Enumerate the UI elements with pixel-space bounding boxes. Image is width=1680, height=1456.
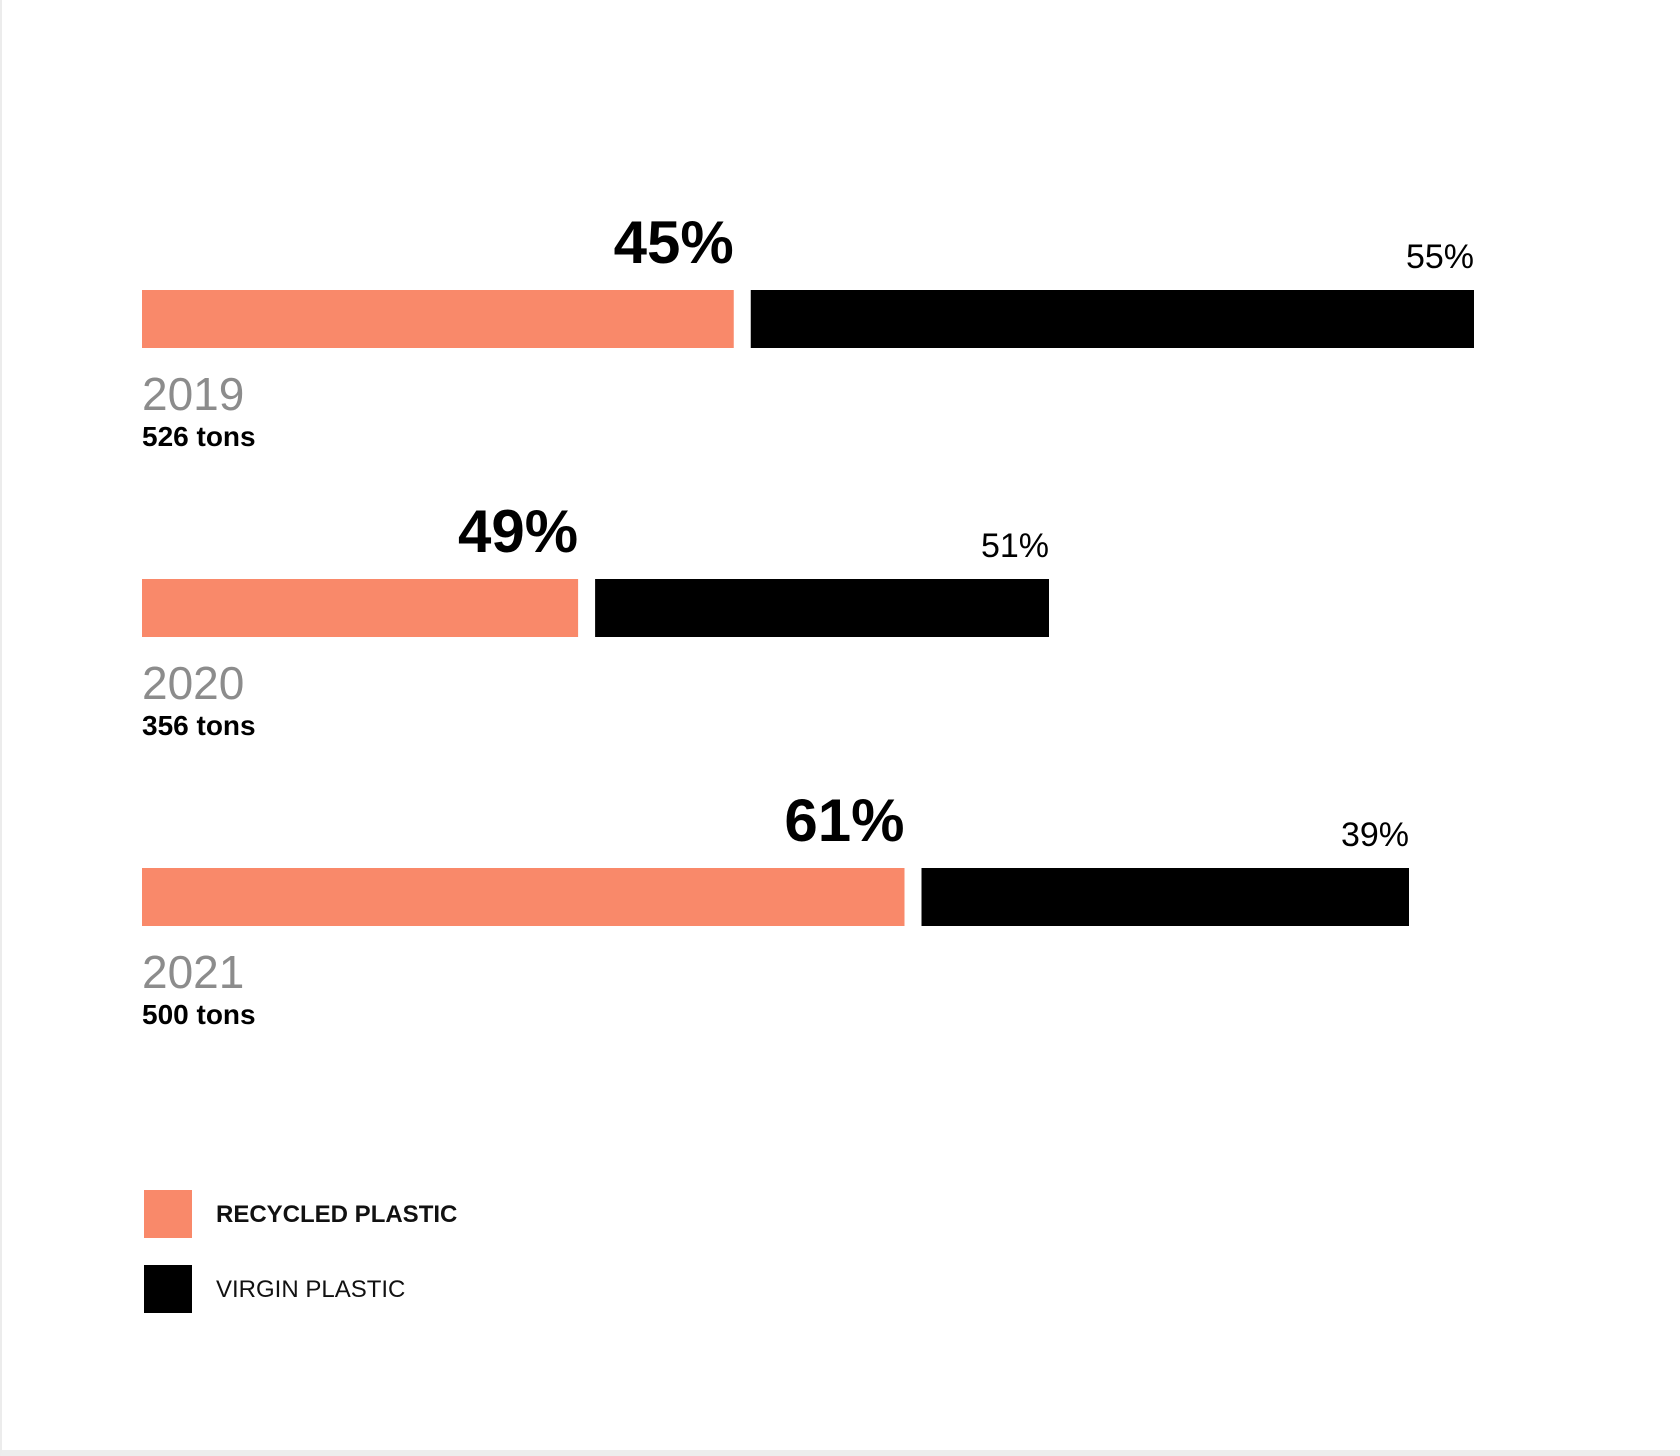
recycled-percent-label-2020: 49% (458, 498, 578, 565)
tons-label-2020: 356 tons (142, 710, 256, 741)
bar-recycled-2019 (142, 290, 734, 348)
legend-swatch-recycled (144, 1190, 192, 1238)
bar-virgin-2021 (921, 868, 1409, 926)
legend-label-virgin: VIRGIN PLASTIC (216, 1276, 406, 1303)
year-label-2020: 2020 (142, 657, 244, 709)
recycled-percent-label-2021: 61% (784, 787, 904, 854)
legend-swatch-virgin (144, 1265, 192, 1313)
virgin-percent-label-2021: 39% (1341, 816, 1409, 854)
tons-label-2019: 526 tons (142, 421, 256, 452)
bar-virgin-2020 (595, 579, 1049, 637)
bar-recycled-2021 (142, 868, 905, 926)
year-label-2021: 2021 (142, 946, 244, 998)
virgin-percent-label-2019: 55% (1406, 238, 1474, 276)
tons-label-2021: 500 tons (142, 999, 256, 1030)
recycled-percent-label-2019: 45% (614, 209, 734, 276)
bar-virgin-2019 (750, 290, 1474, 348)
year-label-2019: 2019 (142, 368, 244, 420)
bar-recycled-2020 (142, 579, 579, 637)
legend-label-recycled: RECYCLED PLASTIC (216, 1201, 458, 1228)
virgin-percent-label-2020: 51% (981, 527, 1049, 565)
